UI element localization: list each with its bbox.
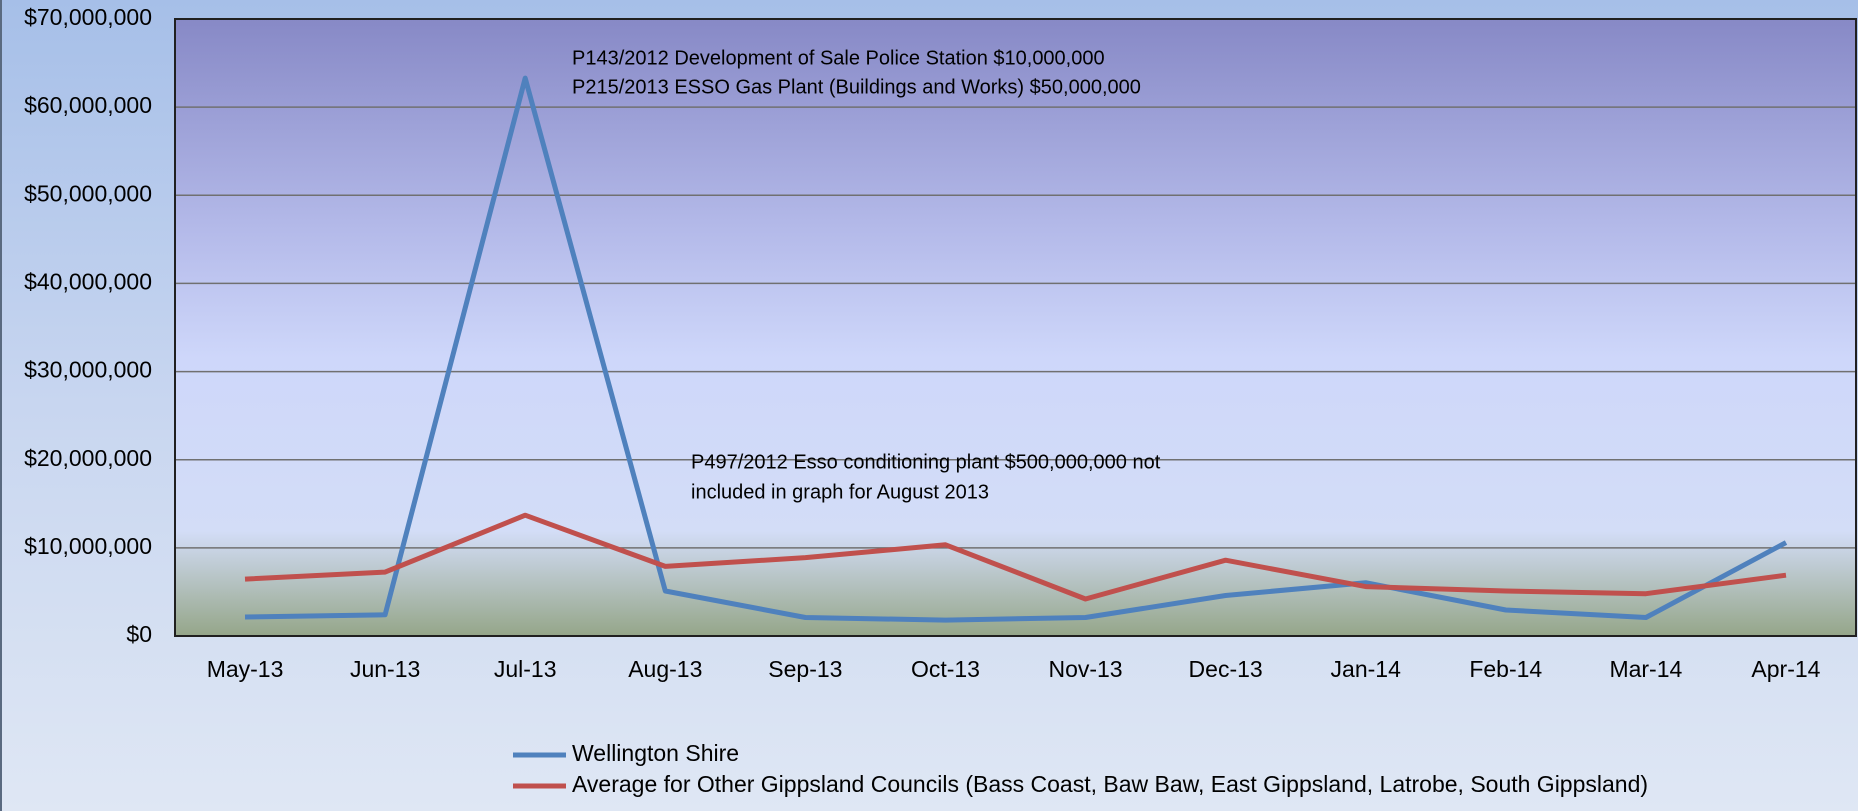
legend-label: Average for Other Gippsland Councils (Ba… xyxy=(572,771,1648,797)
annotation: P215/2013 ESSO Gas Plant (Buildings and … xyxy=(572,76,1141,98)
y-tick-label: $40,000,000 xyxy=(24,269,152,295)
x-tick-label: Jul-13 xyxy=(494,656,557,682)
series-line xyxy=(244,512,1787,602)
y-tick-label: $50,000,000 xyxy=(24,180,152,206)
x-tick-label: Feb-14 xyxy=(1469,656,1542,682)
y-tick-label: $0 xyxy=(126,621,152,647)
x-tick-label: Jun-13 xyxy=(350,656,420,682)
annotation: included in graph for August 2013 xyxy=(691,481,989,503)
plot-area xyxy=(175,19,1856,636)
legend-label: Wellington Shire xyxy=(572,740,739,766)
plot-border xyxy=(174,18,1857,637)
annotation: P497/2012 Esso conditioning plant $500,0… xyxy=(691,451,1161,473)
annotation: P143/2012 Development of Sale Police Sta… xyxy=(572,47,1105,69)
series-line xyxy=(244,75,1788,623)
x-tick-label: Dec-13 xyxy=(1189,656,1263,682)
x-tick-label: Oct-13 xyxy=(911,656,980,682)
x-tick-label: Sep-13 xyxy=(768,656,842,682)
x-tick-label: Aug-13 xyxy=(628,656,702,682)
y-tick-label: $20,000,000 xyxy=(24,445,152,471)
y-tick-label: $60,000,000 xyxy=(24,92,152,118)
y-tick-label: $30,000,000 xyxy=(24,357,152,383)
x-tick-label: Nov-13 xyxy=(1048,656,1122,682)
y-tick-label: $70,000,000 xyxy=(24,4,152,30)
x-tick-label: Mar-14 xyxy=(1609,656,1682,682)
y-tick-label: $10,000,000 xyxy=(24,533,152,559)
x-tick-label: May-13 xyxy=(207,656,284,682)
x-tick-label: Apr-14 xyxy=(1751,656,1820,682)
x-tick-label: Jan-14 xyxy=(1331,656,1402,682)
